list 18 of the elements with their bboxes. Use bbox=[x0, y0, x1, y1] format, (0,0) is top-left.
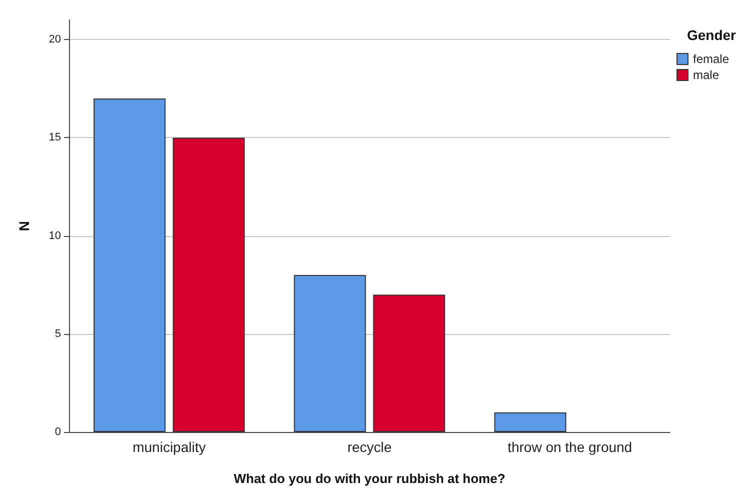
y-axis-title: N bbox=[16, 220, 32, 232]
x-tick-label: throw on the ground bbox=[508, 439, 632, 455]
legend-label: female bbox=[692, 52, 730, 66]
bar bbox=[494, 412, 566, 432]
bar bbox=[294, 275, 366, 432]
bar bbox=[172, 138, 245, 432]
x-axis-title: What do you do with your rubbish at home? bbox=[234, 471, 506, 486]
y-tick-label: 15 bbox=[48, 132, 61, 144]
y-tick-label: 20 bbox=[48, 34, 61, 46]
bar bbox=[373, 294, 446, 432]
legend-label: male bbox=[692, 68, 720, 82]
x-tick-label: recycle bbox=[347, 439, 392, 455]
x-tick-label: municipality bbox=[132, 439, 206, 455]
y-tick-label: 5 bbox=[54, 328, 61, 340]
legend-title: Gender bbox=[686, 27, 737, 43]
bar bbox=[94, 98, 166, 432]
y-tick-label: 10 bbox=[48, 230, 61, 242]
y-tick-label: 0 bbox=[54, 426, 61, 438]
